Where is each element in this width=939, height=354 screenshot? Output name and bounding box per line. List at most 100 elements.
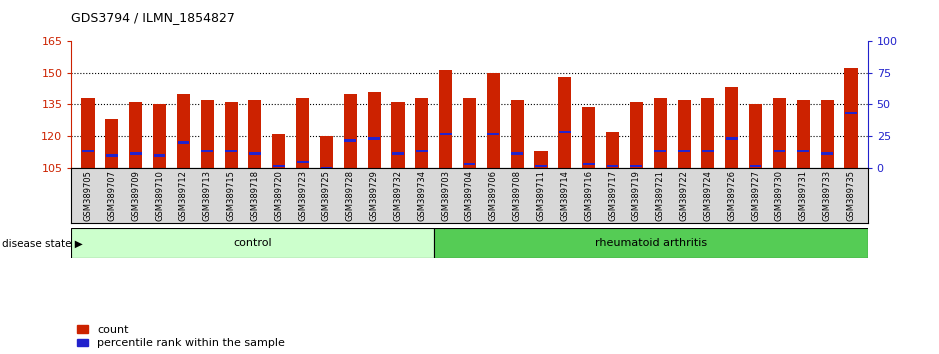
Bar [725, 87, 738, 168]
Bar [297, 160, 309, 163]
Bar [393, 152, 404, 155]
Bar [320, 167, 332, 170]
Bar [225, 150, 237, 153]
Bar [630, 102, 643, 168]
Text: GSM389705: GSM389705 [84, 170, 93, 221]
Text: GSM389734: GSM389734 [417, 170, 426, 221]
Bar [416, 150, 428, 153]
Bar [678, 150, 690, 153]
Text: GSM389712: GSM389712 [179, 170, 188, 221]
Text: GSM389733: GSM389733 [823, 170, 832, 221]
Bar [821, 100, 834, 168]
Bar [296, 98, 309, 168]
Text: GSM389708: GSM389708 [513, 170, 522, 221]
Bar [583, 162, 594, 165]
Bar [559, 131, 571, 133]
Text: GSM389732: GSM389732 [393, 170, 403, 221]
Bar [726, 137, 738, 140]
Bar [606, 132, 619, 168]
Bar [654, 150, 666, 153]
Bar [845, 112, 857, 114]
Text: GSM389715: GSM389715 [226, 170, 236, 221]
Bar [487, 133, 500, 136]
Bar [439, 133, 452, 136]
Text: GSM389704: GSM389704 [465, 170, 474, 221]
Text: GSM389703: GSM389703 [441, 170, 450, 221]
Bar [71, 228, 434, 258]
Bar [249, 152, 261, 155]
Bar [511, 152, 523, 155]
Bar [749, 165, 762, 167]
Bar [272, 134, 285, 168]
Text: GSM389731: GSM389731 [799, 170, 808, 221]
Bar [130, 102, 143, 168]
Bar [797, 150, 809, 153]
Bar [320, 136, 333, 168]
Bar [701, 98, 715, 168]
Bar [201, 100, 214, 168]
Text: GSM389710: GSM389710 [155, 170, 164, 221]
Bar [130, 152, 142, 155]
Text: GSM389735: GSM389735 [846, 170, 855, 221]
Bar [224, 102, 238, 168]
Bar [773, 98, 786, 168]
Text: GSM389723: GSM389723 [298, 170, 307, 221]
Bar [678, 100, 690, 168]
Text: GSM389711: GSM389711 [536, 170, 546, 221]
Bar [774, 150, 785, 153]
Bar [582, 107, 595, 168]
Text: control: control [233, 238, 272, 249]
Bar [367, 92, 380, 168]
Text: GSM389727: GSM389727 [751, 170, 760, 221]
Text: GSM389721: GSM389721 [655, 170, 665, 221]
Bar [535, 165, 546, 167]
Bar [82, 150, 94, 153]
Bar [559, 77, 572, 168]
Text: GSM389725: GSM389725 [322, 170, 331, 221]
Text: GSM389722: GSM389722 [680, 170, 688, 221]
Bar [439, 70, 453, 168]
Bar [844, 68, 857, 168]
Text: GSM389707: GSM389707 [107, 170, 116, 221]
Text: GSM389714: GSM389714 [561, 170, 569, 221]
Bar [154, 154, 165, 157]
Bar [368, 137, 380, 140]
Bar [249, 100, 261, 168]
Bar [273, 165, 285, 167]
Bar [177, 141, 190, 144]
Bar [392, 102, 405, 168]
Bar [607, 165, 619, 167]
Bar [464, 162, 475, 165]
Text: GSM389729: GSM389729 [370, 170, 378, 221]
Bar [702, 150, 714, 153]
Legend: count, percentile rank within the sample: count, percentile rank within the sample [77, 325, 285, 348]
Text: GSM389717: GSM389717 [608, 170, 617, 221]
Text: GSM389706: GSM389706 [489, 170, 498, 221]
Bar [796, 100, 809, 168]
Text: GSM389726: GSM389726 [727, 170, 736, 221]
Bar [630, 165, 642, 167]
Text: GSM389716: GSM389716 [584, 170, 593, 221]
Bar [106, 154, 117, 157]
Bar [105, 119, 118, 168]
Bar [345, 139, 356, 142]
Bar [749, 104, 762, 168]
Bar [511, 100, 524, 168]
Text: GSM389724: GSM389724 [703, 170, 713, 221]
Text: GSM389713: GSM389713 [203, 170, 212, 221]
Bar [344, 94, 357, 168]
Text: GSM389728: GSM389728 [346, 170, 355, 221]
Text: GSM389709: GSM389709 [131, 170, 140, 221]
Bar [534, 151, 547, 168]
Bar [822, 152, 833, 155]
Bar [654, 98, 667, 168]
Text: GSM389720: GSM389720 [274, 170, 284, 221]
Text: GSM389719: GSM389719 [632, 170, 641, 221]
Text: GSM389718: GSM389718 [251, 170, 259, 221]
Bar [486, 73, 500, 168]
Text: disease state ▶: disease state ▶ [2, 238, 83, 249]
Bar [153, 104, 166, 168]
Bar [82, 98, 95, 168]
Bar [201, 150, 213, 153]
Bar [415, 98, 428, 168]
